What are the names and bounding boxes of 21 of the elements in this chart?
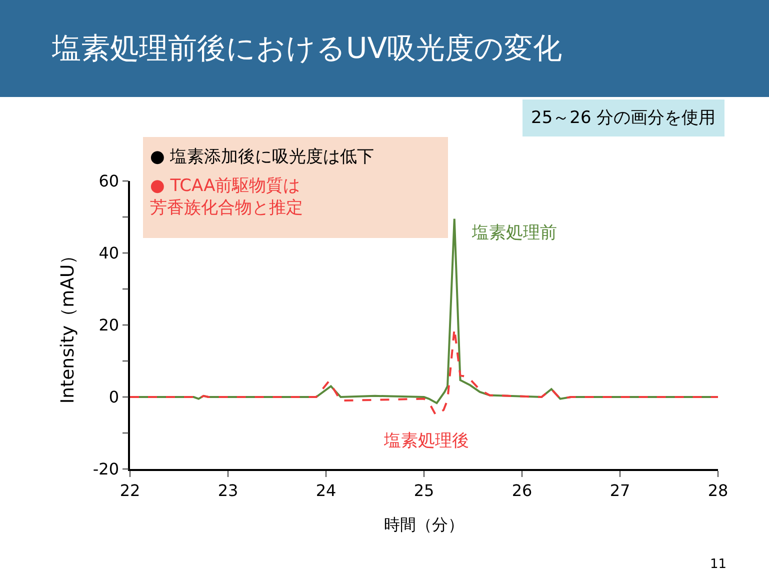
text: ● 塩素添加後に吸光度は低下 <box>150 147 374 167</box>
x-tick-label: 24 <box>316 480 336 500</box>
text: 25～26 分の画分を使用 <box>531 108 716 128</box>
x-axis-title: 時間（分） <box>384 515 464 534</box>
series-label: 塩素処理後 <box>383 431 469 451</box>
y-tick-label: 60 <box>98 172 120 191</box>
y-tick-label: 40 <box>98 244 120 263</box>
x-tick-label: 26 <box>512 480 532 500</box>
x-tick-label: 23 <box>218 480 238 500</box>
y-tick-label: 20 <box>98 316 120 335</box>
x-tick-label: 28 <box>708 480 728 500</box>
chart-title: 塩素処理前後におけるUV吸光度の変化 <box>0 0 769 97</box>
y-tick-label: 0 <box>108 388 120 407</box>
y-tick-label: -20 <box>92 460 120 479</box>
annotation: ● TCAA前駆物質は芳香族化合物と推定 <box>150 176 303 218</box>
x-tick-label: 27 <box>610 480 630 500</box>
y-axis-title: Intensity（mAU） <box>58 246 79 404</box>
x-tick-label: 22 <box>120 480 140 500</box>
series-label: 塩素処理前 <box>471 223 557 243</box>
x-tick-label: 25 <box>414 480 434 500</box>
text: 11 <box>710 557 727 572</box>
